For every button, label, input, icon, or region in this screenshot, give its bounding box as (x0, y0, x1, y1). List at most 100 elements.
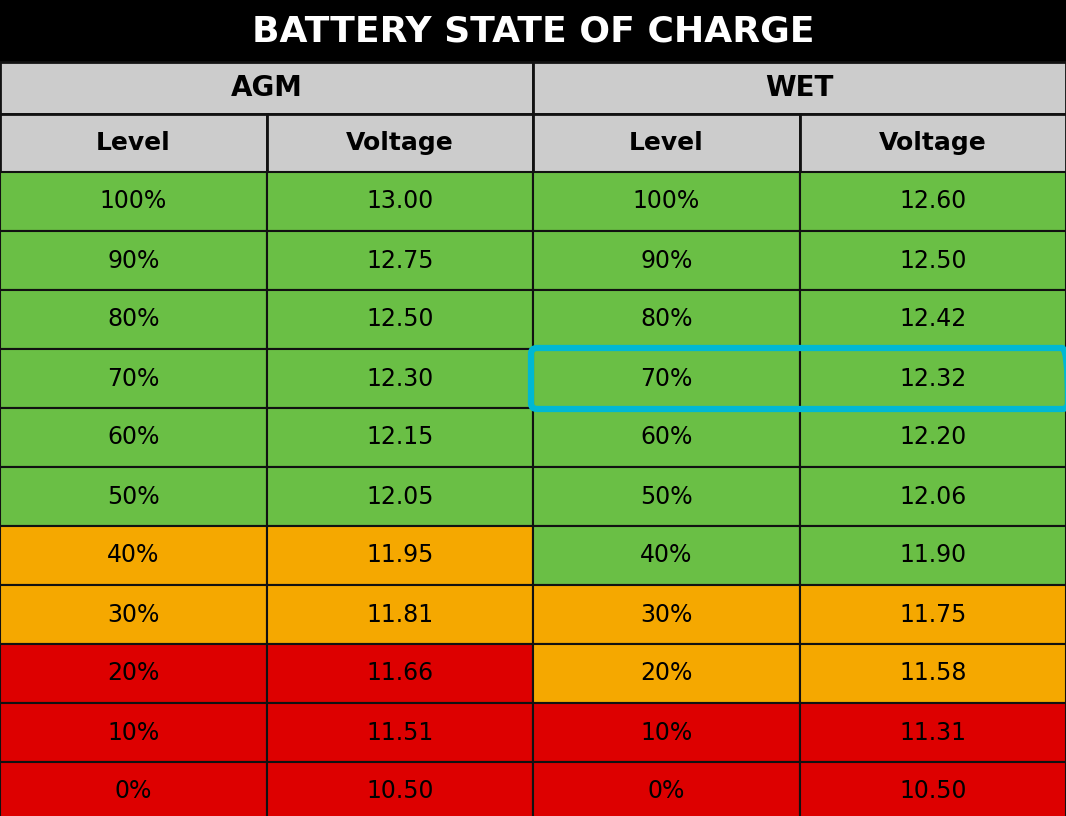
Bar (266, 703, 533, 762)
Text: 12.60: 12.60 (899, 189, 967, 214)
Bar (266, 644, 533, 703)
Text: 11.51: 11.51 (366, 721, 434, 744)
Text: 50%: 50% (107, 485, 160, 508)
Bar (533, 349, 800, 408)
Text: 60%: 60% (640, 425, 693, 450)
Text: 12.75: 12.75 (366, 249, 434, 273)
Text: 0%: 0% (647, 779, 685, 804)
Text: 11.66: 11.66 (367, 662, 433, 685)
Bar (533, 526, 800, 585)
Text: 30%: 30% (640, 602, 693, 627)
Bar (0, 408, 266, 467)
Bar (0, 0, 1066, 62)
Bar (0, 467, 266, 526)
Bar (800, 585, 1066, 644)
Bar (533, 290, 800, 349)
Text: 90%: 90% (107, 249, 160, 273)
Text: WET: WET (765, 74, 834, 102)
Text: 100%: 100% (632, 189, 700, 214)
Bar (0, 762, 266, 816)
Bar (533, 703, 800, 762)
Text: 10.50: 10.50 (366, 779, 434, 804)
Bar (0, 62, 533, 114)
Bar (533, 172, 800, 231)
Text: 12.50: 12.50 (899, 249, 967, 273)
Bar (533, 114, 800, 172)
Text: Level: Level (96, 131, 171, 155)
Text: 80%: 80% (640, 308, 693, 331)
Text: 12.20: 12.20 (899, 425, 967, 450)
Bar (533, 644, 800, 703)
Text: 12.15: 12.15 (366, 425, 434, 450)
Text: 90%: 90% (640, 249, 693, 273)
Bar (0, 585, 266, 644)
Text: 13.00: 13.00 (366, 189, 434, 214)
Bar (800, 644, 1066, 703)
Bar (266, 172, 533, 231)
Bar (800, 349, 1066, 408)
Bar (800, 408, 1066, 467)
Text: 10%: 10% (640, 721, 693, 744)
Bar (533, 762, 800, 816)
Bar (0, 114, 266, 172)
Text: 20%: 20% (107, 662, 160, 685)
Text: 70%: 70% (640, 366, 693, 391)
Text: 12.42: 12.42 (899, 308, 967, 331)
Bar (266, 408, 533, 467)
Text: 50%: 50% (640, 485, 693, 508)
Text: 0%: 0% (114, 779, 152, 804)
Text: 40%: 40% (640, 543, 693, 567)
Bar (0, 231, 266, 290)
Text: 12.05: 12.05 (366, 485, 434, 508)
Text: 12.50: 12.50 (366, 308, 434, 331)
Text: 11.31: 11.31 (900, 721, 966, 744)
Text: Voltage: Voltage (345, 131, 454, 155)
Bar (0, 644, 266, 703)
Bar (800, 290, 1066, 349)
Text: 11.81: 11.81 (367, 602, 433, 627)
Bar (800, 762, 1066, 816)
Text: 80%: 80% (107, 308, 160, 331)
Text: 60%: 60% (107, 425, 160, 450)
Bar (0, 526, 266, 585)
Bar (533, 62, 1066, 114)
Bar (533, 408, 800, 467)
Text: 11.75: 11.75 (899, 602, 967, 627)
Bar (0, 703, 266, 762)
Bar (800, 526, 1066, 585)
Bar (800, 703, 1066, 762)
Bar (0, 290, 266, 349)
Bar (266, 585, 533, 644)
Bar (533, 467, 800, 526)
Bar (800, 172, 1066, 231)
Bar (266, 762, 533, 816)
Text: 20%: 20% (640, 662, 693, 685)
Bar (0, 172, 266, 231)
Text: 12.32: 12.32 (899, 366, 967, 391)
Bar (266, 290, 533, 349)
Text: 10%: 10% (107, 721, 160, 744)
Bar (266, 114, 533, 172)
Bar (266, 349, 533, 408)
Bar (800, 114, 1066, 172)
Bar (800, 231, 1066, 290)
Text: 40%: 40% (107, 543, 160, 567)
Bar (533, 585, 800, 644)
Text: Level: Level (629, 131, 704, 155)
Text: 11.58: 11.58 (899, 662, 967, 685)
Text: 30%: 30% (107, 602, 160, 627)
Text: 70%: 70% (107, 366, 160, 391)
Text: 11.95: 11.95 (366, 543, 434, 567)
Bar (533, 231, 800, 290)
Text: 100%: 100% (99, 189, 167, 214)
Text: 11.90: 11.90 (900, 543, 966, 567)
Bar (800, 467, 1066, 526)
Text: 12.30: 12.30 (366, 366, 434, 391)
Bar (266, 231, 533, 290)
Bar (266, 467, 533, 526)
Text: 10.50: 10.50 (899, 779, 967, 804)
Text: AGM: AGM (230, 74, 303, 102)
Bar (0, 349, 266, 408)
Text: BATTERY STATE OF CHARGE: BATTERY STATE OF CHARGE (252, 14, 814, 48)
Text: 12.06: 12.06 (899, 485, 967, 508)
